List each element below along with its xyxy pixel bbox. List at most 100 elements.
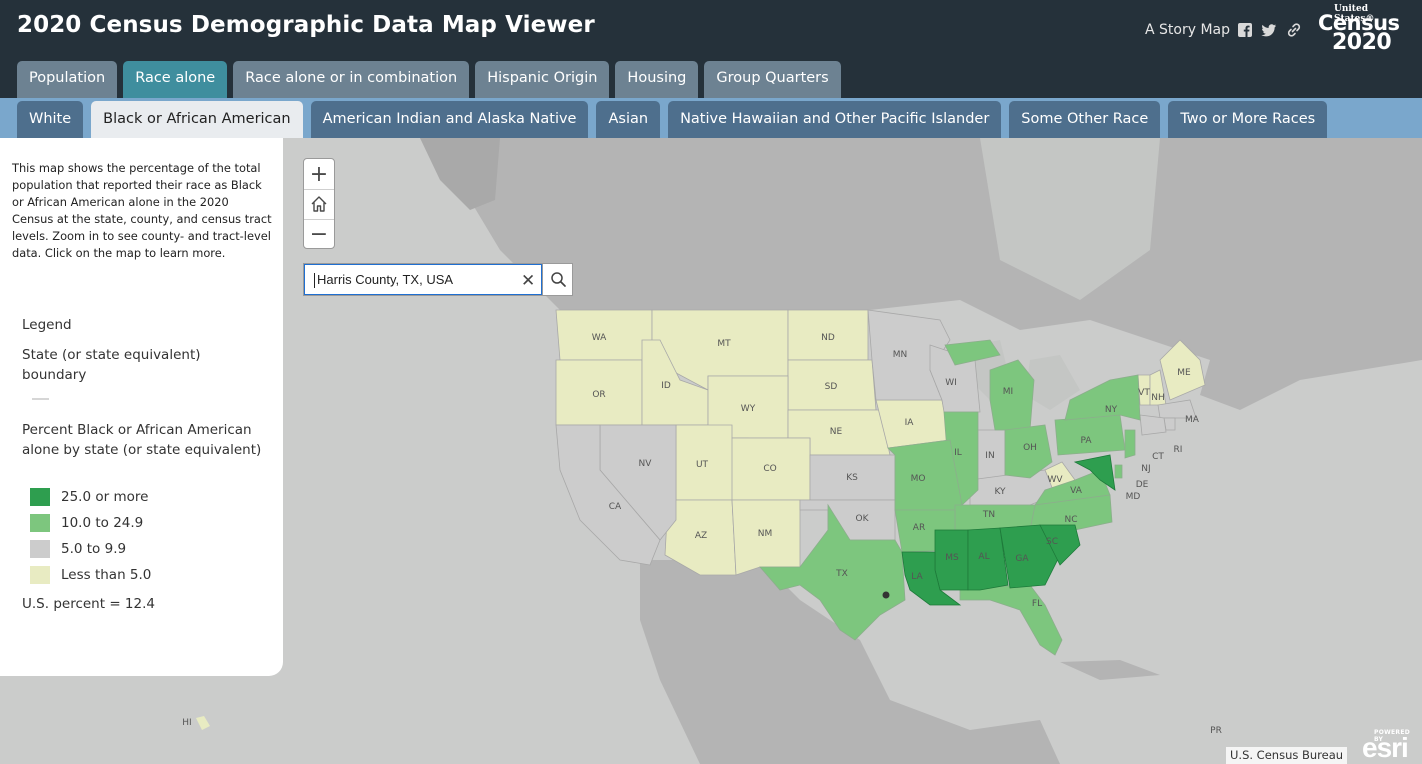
legend-item-label: 5.0 to 9.9 bbox=[61, 541, 127, 557]
svg-text:MD: MD bbox=[1126, 492, 1141, 502]
zoom-out-button[interactable]: − bbox=[309, 221, 329, 247]
tab-race-alone[interactable]: Race alone bbox=[123, 61, 228, 98]
esri-logo[interactable]: POWERED BY esri bbox=[1362, 729, 1411, 763]
svg-text:VA: VA bbox=[1070, 486, 1083, 496]
info-legend-panel: This map shows the percentage of the tot… bbox=[0, 138, 283, 676]
home-button[interactable] bbox=[304, 189, 334, 219]
twitter-icon[interactable] bbox=[1261, 22, 1277, 38]
svg-text:WI: WI bbox=[945, 378, 957, 388]
svg-text:NC: NC bbox=[1064, 515, 1077, 525]
state-AL bbox=[967, 527, 1009, 591]
map-description: This map shows the percentage of the tot… bbox=[12, 161, 272, 260]
svg-text:NY: NY bbox=[1105, 405, 1118, 415]
story-map-link[interactable]: A Story Map bbox=[1145, 22, 1231, 38]
svg-text:MT: MT bbox=[717, 339, 731, 349]
search-input[interactable]: Harris County, TX, USA ✕ bbox=[304, 264, 542, 295]
app-header: 2020 Census Demographic Data Map Viewer … bbox=[0, 0, 1422, 98]
svg-text:WY: WY bbox=[741, 404, 756, 414]
cuba-island bbox=[1060, 660, 1160, 680]
svg-text:NJ: NJ bbox=[1141, 464, 1150, 474]
svg-text:KY: KY bbox=[994, 487, 1006, 497]
subtab-asian[interactable]: Asian bbox=[596, 101, 661, 138]
legend-item: 10.0 to 24.9 bbox=[30, 510, 151, 536]
race-subtabs-bar: White Black or African American American… bbox=[0, 98, 1422, 138]
legend-item-label: 25.0 or more bbox=[61, 489, 149, 505]
svg-text:CA: CA bbox=[609, 502, 622, 512]
mexico-landmass bbox=[640, 560, 1060, 764]
svg-text:KS: KS bbox=[846, 473, 858, 483]
hudson-bay bbox=[980, 138, 1160, 300]
legend-item: Less than 5.0 bbox=[30, 562, 151, 588]
svg-text:ND: ND bbox=[821, 333, 835, 343]
legend-title: Legend bbox=[22, 317, 72, 333]
facebook-icon[interactable] bbox=[1237, 22, 1253, 38]
svg-text:GA: GA bbox=[1015, 554, 1029, 564]
svg-text:OH: OH bbox=[1023, 443, 1037, 453]
clear-search-icon[interactable]: ✕ bbox=[521, 271, 536, 291]
zoom-controls: + − bbox=[303, 158, 335, 249]
boundary-line-symbol bbox=[32, 398, 49, 400]
legend-swatch bbox=[30, 488, 50, 506]
canada-landmass bbox=[420, 138, 1422, 410]
state-NY bbox=[1064, 374, 1141, 421]
svg-text:MN: MN bbox=[893, 350, 908, 360]
svg-text:WA: WA bbox=[592, 333, 607, 343]
svg-text:OR: OR bbox=[592, 390, 605, 400]
tab-group-quarters[interactable]: Group Quarters bbox=[704, 61, 841, 98]
state-CT bbox=[1139, 414, 1167, 436]
zoom-separator bbox=[304, 189, 334, 190]
state-MD bbox=[1073, 454, 1116, 491]
legend-item: 5.0 to 9.9 bbox=[30, 536, 151, 562]
subtab-native-hawaiian-pacific-islander[interactable]: Native Hawaiian and Other Pacific Island… bbox=[668, 101, 1002, 138]
svg-text:MI: MI bbox=[1003, 387, 1013, 397]
subtab-white[interactable]: White bbox=[17, 101, 84, 138]
legend-item: 25.0 or more bbox=[30, 484, 151, 510]
legend-swatch bbox=[30, 540, 50, 558]
state-labels: WA MT ND MN OR ID SD WI MI NY VT NH ME M… bbox=[182, 333, 1222, 736]
map-attribution[interactable]: U.S. Census Bureau bbox=[1226, 747, 1348, 764]
map-canvas[interactable]: WA MT ND MN OR ID SD WI MI NY VT NH ME M… bbox=[0, 138, 1422, 764]
tab-race-alone-or-in-combination[interactable]: Race alone or in combination bbox=[233, 61, 470, 98]
state-CA bbox=[555, 424, 661, 566]
svg-text:RI: RI bbox=[1174, 445, 1183, 455]
subtab-some-other-race[interactable]: Some Other Race bbox=[1009, 101, 1161, 138]
svg-text:PA: PA bbox=[1080, 436, 1092, 446]
state-GA bbox=[999, 524, 1061, 589]
svg-text:MO: MO bbox=[911, 474, 926, 484]
svg-text:VT: VT bbox=[1138, 388, 1150, 398]
tab-housing[interactable]: Housing bbox=[615, 61, 699, 98]
zoom-in-button[interactable]: + bbox=[309, 161, 329, 187]
svg-text:MA: MA bbox=[1185, 415, 1200, 425]
svg-text:NH: NH bbox=[1151, 393, 1165, 403]
subtab-black-or-african-american[interactable]: Black or African American bbox=[91, 101, 303, 138]
svg-text:MS: MS bbox=[945, 553, 959, 563]
harris-county-marker bbox=[882, 591, 890, 599]
search-icon bbox=[551, 272, 566, 287]
search-button[interactable] bbox=[542, 264, 573, 295]
subtab-american-indian-alaska-native[interactable]: American Indian and Alaska Native bbox=[310, 101, 589, 138]
link-icon[interactable] bbox=[1286, 22, 1302, 38]
svg-text:SD: SD bbox=[825, 382, 838, 392]
tab-hispanic-origin[interactable]: Hispanic Origin bbox=[475, 61, 610, 98]
state-ME bbox=[1159, 339, 1206, 401]
svg-text:NE: NE bbox=[830, 427, 843, 437]
search-input-value: Harris County, TX, USA bbox=[317, 272, 454, 287]
alaska-panhandle bbox=[420, 138, 500, 210]
svg-text:IN: IN bbox=[985, 451, 994, 461]
svg-text:PR: PR bbox=[1210, 726, 1222, 736]
census-2020-logo: United States® Census 2020 bbox=[1318, 4, 1400, 55]
svg-text:AL: AL bbox=[978, 552, 989, 562]
svg-text:ME: ME bbox=[1177, 368, 1191, 378]
svg-text:TN: TN bbox=[982, 510, 995, 520]
svg-text:IA: IA bbox=[905, 418, 915, 428]
svg-text:FL: FL bbox=[1032, 599, 1042, 609]
subtab-two-or-more-races[interactable]: Two or More Races bbox=[1168, 101, 1328, 138]
tab-population[interactable]: Population bbox=[17, 61, 118, 98]
legend-swatch bbox=[30, 566, 50, 584]
state-NJ bbox=[1124, 429, 1136, 459]
legend-swatch bbox=[30, 514, 50, 532]
svg-text:NM: NM bbox=[758, 529, 773, 539]
location-search: Harris County, TX, USA ✕ bbox=[303, 263, 573, 296]
svg-text:NV: NV bbox=[639, 459, 653, 469]
svg-text:UT: UT bbox=[696, 460, 709, 470]
